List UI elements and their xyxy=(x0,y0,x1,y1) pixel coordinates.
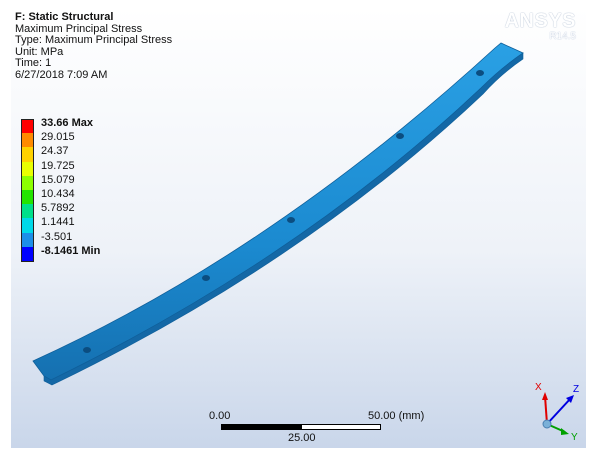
beam-model[interactable] xyxy=(11,8,586,448)
legend-swatch xyxy=(21,133,34,148)
brand-name: ANSYS xyxy=(504,10,576,32)
bolt-hole xyxy=(476,70,484,76)
legend-swatch xyxy=(21,161,34,176)
triad-origin xyxy=(542,419,552,429)
coordinate-triad[interactable]: X Z Y xyxy=(521,380,581,442)
result-date: 6/27/2018 7:09 AM xyxy=(15,68,108,81)
legend-label: 19.725 xyxy=(41,159,75,172)
result-name: Maximum Principal Stress xyxy=(15,22,143,35)
result-type: Type: Maximum Principal Stress xyxy=(15,34,173,47)
legend-swatch xyxy=(21,119,34,135)
beam-side-face xyxy=(43,52,524,386)
z-label: Z xyxy=(573,384,579,395)
bolt-hole xyxy=(396,133,404,139)
bolt-hole xyxy=(83,347,91,353)
legend-label: 29.015 xyxy=(41,131,75,144)
release-label: R14.5 xyxy=(549,31,576,42)
z-arrowhead xyxy=(566,395,574,403)
scale-segment-dark xyxy=(221,424,301,430)
scale-segment-light xyxy=(301,424,381,430)
legend-label: 1.1441 xyxy=(41,216,75,229)
legend-label: 5.7892 xyxy=(41,202,75,215)
legend-swatch xyxy=(21,190,34,205)
legend-label: 15.079 xyxy=(41,173,75,186)
ansys-logo: ANSYS R14.5 xyxy=(505,10,576,42)
legend-swatch xyxy=(21,232,34,247)
x-label: X xyxy=(535,382,542,393)
z-axis-arrow xyxy=(546,397,572,425)
legend-swatch xyxy=(21,204,34,219)
scale-left-label: 0.00 xyxy=(209,410,231,422)
legend-label: 33.66 Max xyxy=(41,117,93,129)
legend-label: 24.37 xyxy=(41,145,69,158)
result-info: F: Static Structural Maximum Principal S… xyxy=(15,11,173,82)
legend-swatch xyxy=(21,218,34,233)
legend-label: -3.501 xyxy=(41,230,73,243)
legend-label: -8.1461 Min xyxy=(41,244,101,257)
legend-swatch xyxy=(21,175,34,190)
analysis-title: F: Static Structural xyxy=(15,11,114,23)
y-arrowhead xyxy=(561,428,569,435)
contour-legend[interactable]: 33.66 Max 29.015 24.37 19.725 15.079 10.434 5.… xyxy=(21,117,171,269)
legend-label: 10.434 xyxy=(41,188,75,200)
x-arrowhead xyxy=(542,392,548,400)
bolt-hole xyxy=(287,217,295,223)
legend-swatch xyxy=(21,246,34,262)
result-time: Time: 1 xyxy=(15,57,52,70)
y-label: Y xyxy=(571,432,578,442)
legend-swatch xyxy=(21,147,34,162)
bolt-hole xyxy=(202,275,210,281)
result-unit: Unit: MPa xyxy=(15,45,64,58)
graphics-viewport[interactable]: F: Static Structural Maximum Principal S… xyxy=(11,8,586,448)
scale-right-label: 50.00 (mm) xyxy=(368,410,425,422)
x-axis-arrow xyxy=(544,395,548,425)
scale-mid-label: 25.00 xyxy=(288,432,316,444)
